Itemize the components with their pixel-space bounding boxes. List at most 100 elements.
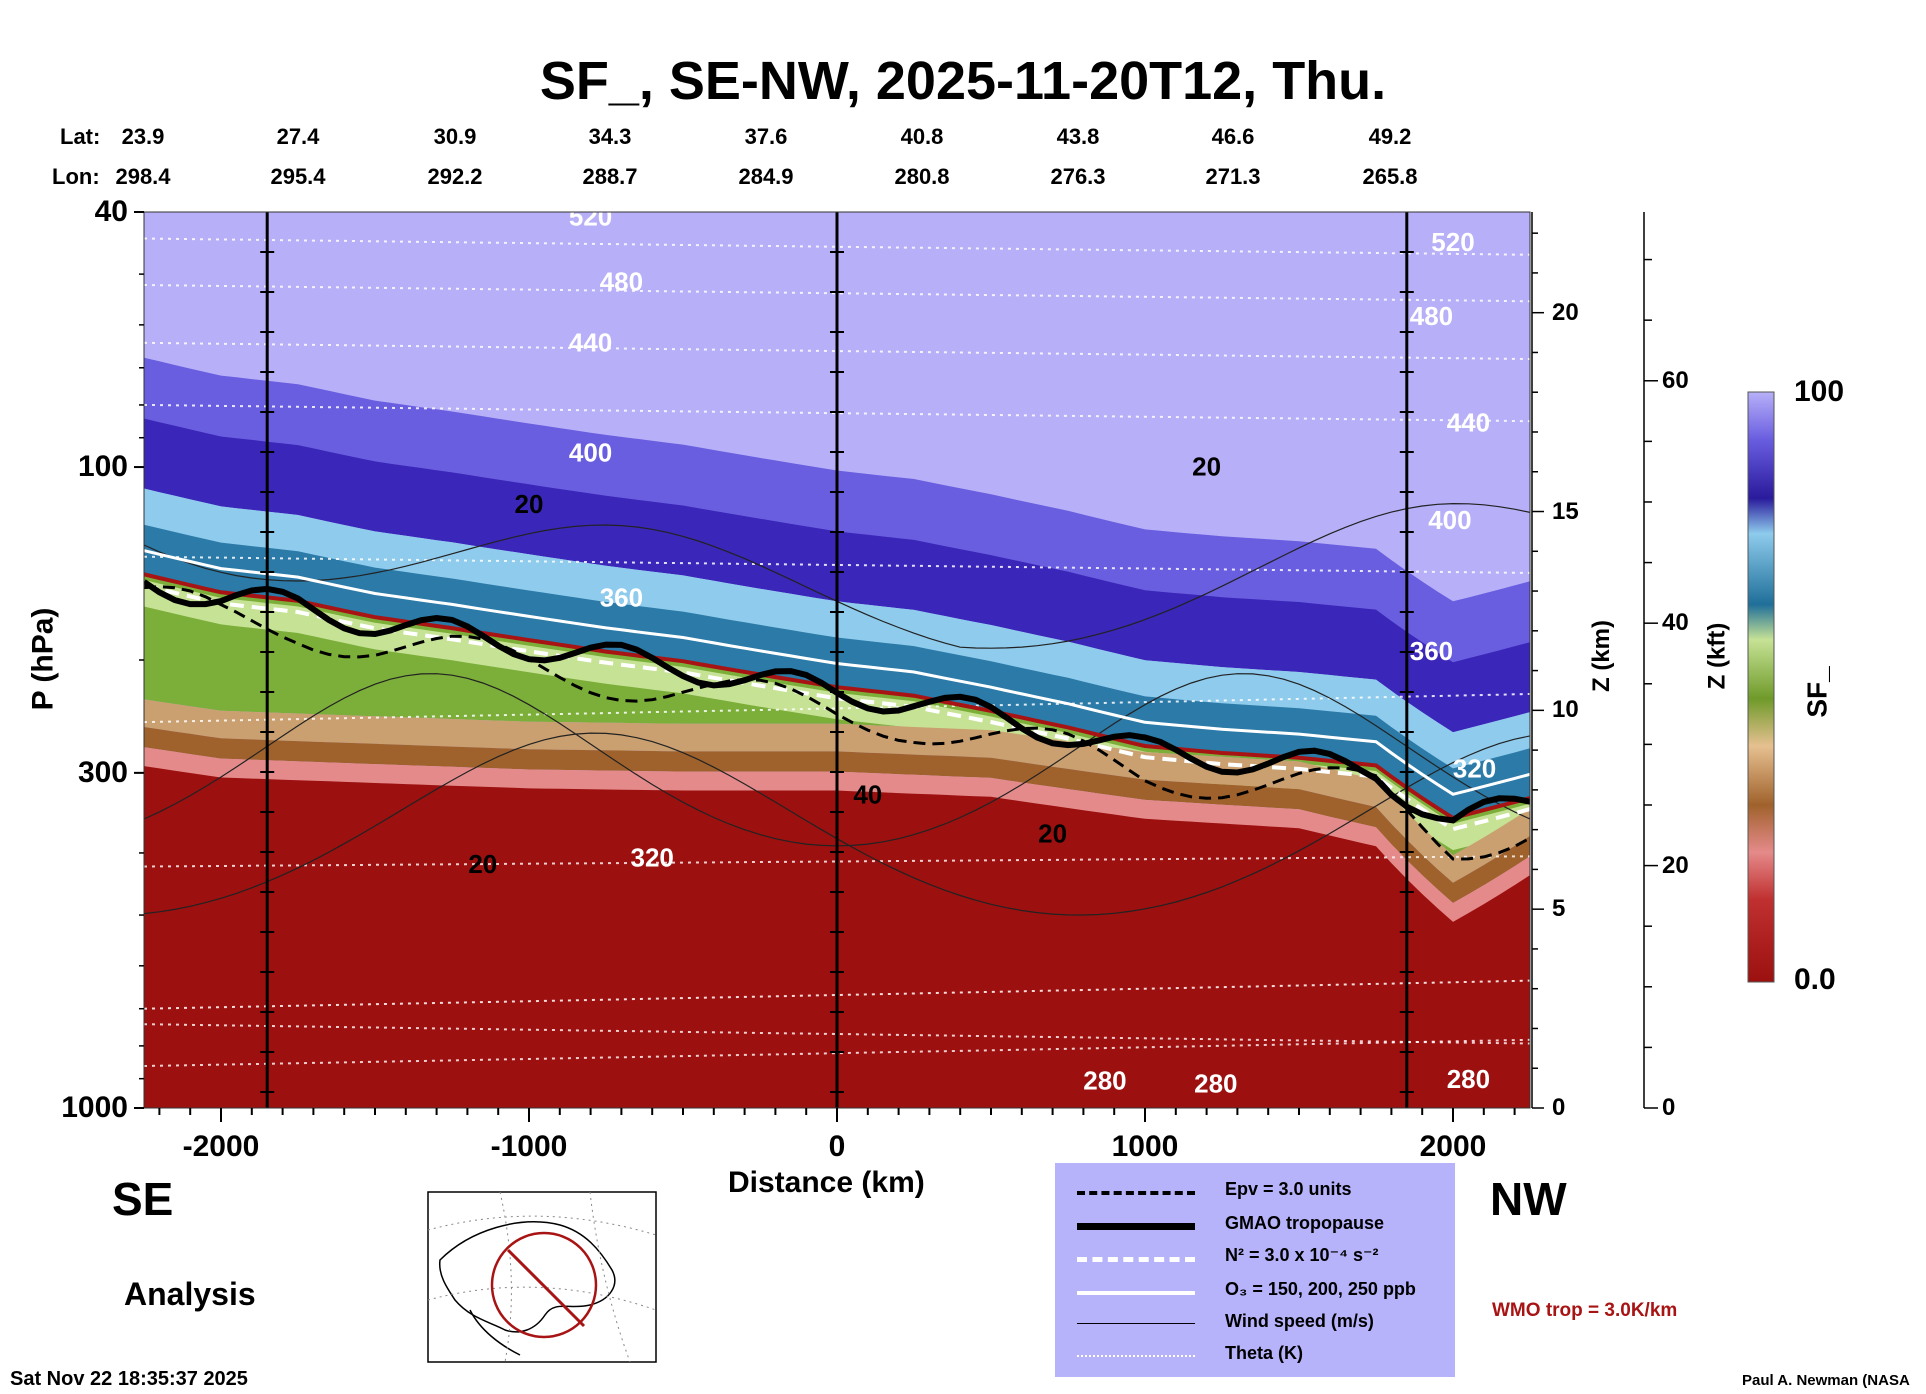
nw-label: NW [1490,1173,1567,1225]
theta-label-440-right: 440 [1447,407,1490,437]
lon-value: 298.4 [115,164,171,189]
legend-swatch-tropopause [1077,1223,1195,1230]
locator-map [427,1191,657,1363]
z-km-tick-label: 15 [1552,497,1579,525]
wind-label-40: 40 [853,780,882,810]
theta-label-320-right: 320 [1453,753,1496,783]
z-km-axis-title: Z (km) [1588,620,1615,692]
z-km-tick-label: 5 [1552,895,1566,923]
lat-value: 46.6 [1211,124,1255,149]
timestamp: Sat Nov 22 18:35:37 2025 [10,1368,248,1390]
legend-swatch-theta [1077,1355,1195,1357]
theta-label-280-right: 280 [1447,1064,1490,1094]
lat-value: 49.2 [1368,124,1412,149]
theta-label-280: 280 [1083,1065,1126,1095]
lon-value: 292.2 [427,164,483,189]
legend-swatch-o3 [1077,1291,1195,1295]
z-km-axis [1531,212,1544,1109]
lat-value: 37.6 [744,124,788,149]
lat-value: 40.8 [900,124,944,149]
z-km-tick-label: 0 [1552,1094,1566,1121]
x-tick-label: 2000 [1419,1130,1487,1163]
y-tick-label: 300 [77,755,128,789]
z-km-tick-label: 10 [1552,696,1579,724]
theta-label-320: 320 [631,843,674,873]
lon-value: 271.3 [1205,164,1261,189]
colorbar-min-label: 0.0 [1794,963,1836,996]
y-tick-label: 1000 [61,1091,128,1124]
theta-label-520-right: 520 [1431,227,1474,257]
z-km-tick-label: 20 [1552,298,1579,326]
y-tick-label: 40 [94,195,128,228]
legend-label-n2: N² = 3.0 x 10⁻⁴ s⁻² [1225,1245,1379,1265]
theta-label-480-right: 480 [1410,301,1453,331]
credit: Paul A. Newman (NASA [1742,1372,1910,1389]
legend-item-theta: Theta (K) [1055,1341,1455,1371]
theta-label-400: 400 [569,437,612,467]
theta-label-400-right: 400 [1428,505,1471,535]
colorbar-title: SF_ [1801,666,1833,718]
theta-label-280-mid: 280 [1194,1068,1237,1098]
x-axis-title: Distance (km) [728,1166,925,1199]
lat-value: 34.3 [588,124,632,149]
lat-value: 43.8 [1056,124,1100,149]
legend-swatch-wind [1077,1323,1195,1324]
wind-label-20-upper: 20 [515,489,544,519]
lon-value: 280.8 [894,164,950,189]
legend-swatch-n2 [1077,1257,1195,1262]
y-axis-title: P (hPa) [26,607,60,711]
theta-label-360: 360 [600,582,643,612]
theta-label-360-right: 360 [1410,636,1453,666]
legend-label-wind: Wind speed (m/s) [1225,1311,1374,1331]
analysis-label: Analysis [124,1276,256,1312]
x-tick-label: 1000 [1111,1130,1179,1163]
band-tan [144,699,1530,883]
lon-value: 288.7 [582,164,638,189]
legend-label-theta: Theta (K) [1225,1343,1303,1363]
legend-item-tropopause: GMAO tropopause [1055,1211,1455,1241]
z-kft-axis [1643,212,1658,1109]
x-tick-label: 0 [828,1130,846,1163]
lat-row-label: Lat: [60,124,101,149]
legend-item-n2: N² = 3.0 x 10⁻⁴ s⁻² [1055,1243,1455,1273]
lat-value: 23.9 [121,124,165,149]
chart-title: SF_, SE-NW, 2025-11-20T12, Thu. [539,51,1387,111]
z-kft-axis-title: Z (kft) [1703,622,1731,690]
wind-label-20-lower: 20 [468,849,497,879]
legend-label-epv: Epv = 3.0 units [1225,1179,1352,1199]
wind-label-20-right: 20 [1192,451,1221,481]
wmo-trop-label: WMO trop = 3.0K/km [1492,1300,1678,1321]
x-tick-label: -1000 [490,1130,568,1163]
z-kft-tick-label: 60 [1662,366,1689,394]
z-kft-tick-label: 40 [1662,609,1689,637]
lon-row-label: Lon: [52,164,100,189]
lon-value: 295.4 [270,164,326,189]
epv-dashed-line [144,585,1530,861]
z-kft-tick-label: 20 [1662,851,1689,879]
legend: Epv = 3.0 units GMAO tropopause N² = 3.0… [1055,1163,1455,1377]
lon-value: 284.9 [738,164,794,189]
lon-value: 276.3 [1050,164,1106,189]
colorbar [1747,391,1775,983]
wind-label-20-mid: 20 [1038,818,1067,848]
x-axis [158,1108,1516,1122]
se-label: SE [112,1173,174,1225]
lat-value: 30.9 [433,124,477,149]
legend-item-wind: Wind speed (m/s) [1055,1309,1455,1339]
colorbar-max-label: 100 [1794,375,1845,408]
lat-value: 27.4 [276,124,320,149]
legend-item-o3: O₃ = 150, 200, 250 ppb [1055,1277,1455,1307]
legend-label-tropopause: GMAO tropopause [1225,1213,1385,1233]
legend-swatch-epv [1077,1191,1195,1195]
y-axis [134,211,144,1109]
theta-label-440: 440 [569,327,612,357]
n2-dashed-line [144,583,1530,832]
vertical-markers [260,212,1414,1108]
y-tick-label: 100 [77,450,128,484]
contour-labels: 520 520 480 480 440 440 400 400 360 360 320 320 280 2… [468,202,1496,1098]
legend-label-o3: O₃ = 150, 200, 250 ppb [1225,1279,1416,1299]
theta-label-520: 520 [569,202,612,232]
legend-item-epv: Epv = 3.0 units [1055,1177,1455,1207]
x-tick-label: -2000 [182,1130,260,1163]
